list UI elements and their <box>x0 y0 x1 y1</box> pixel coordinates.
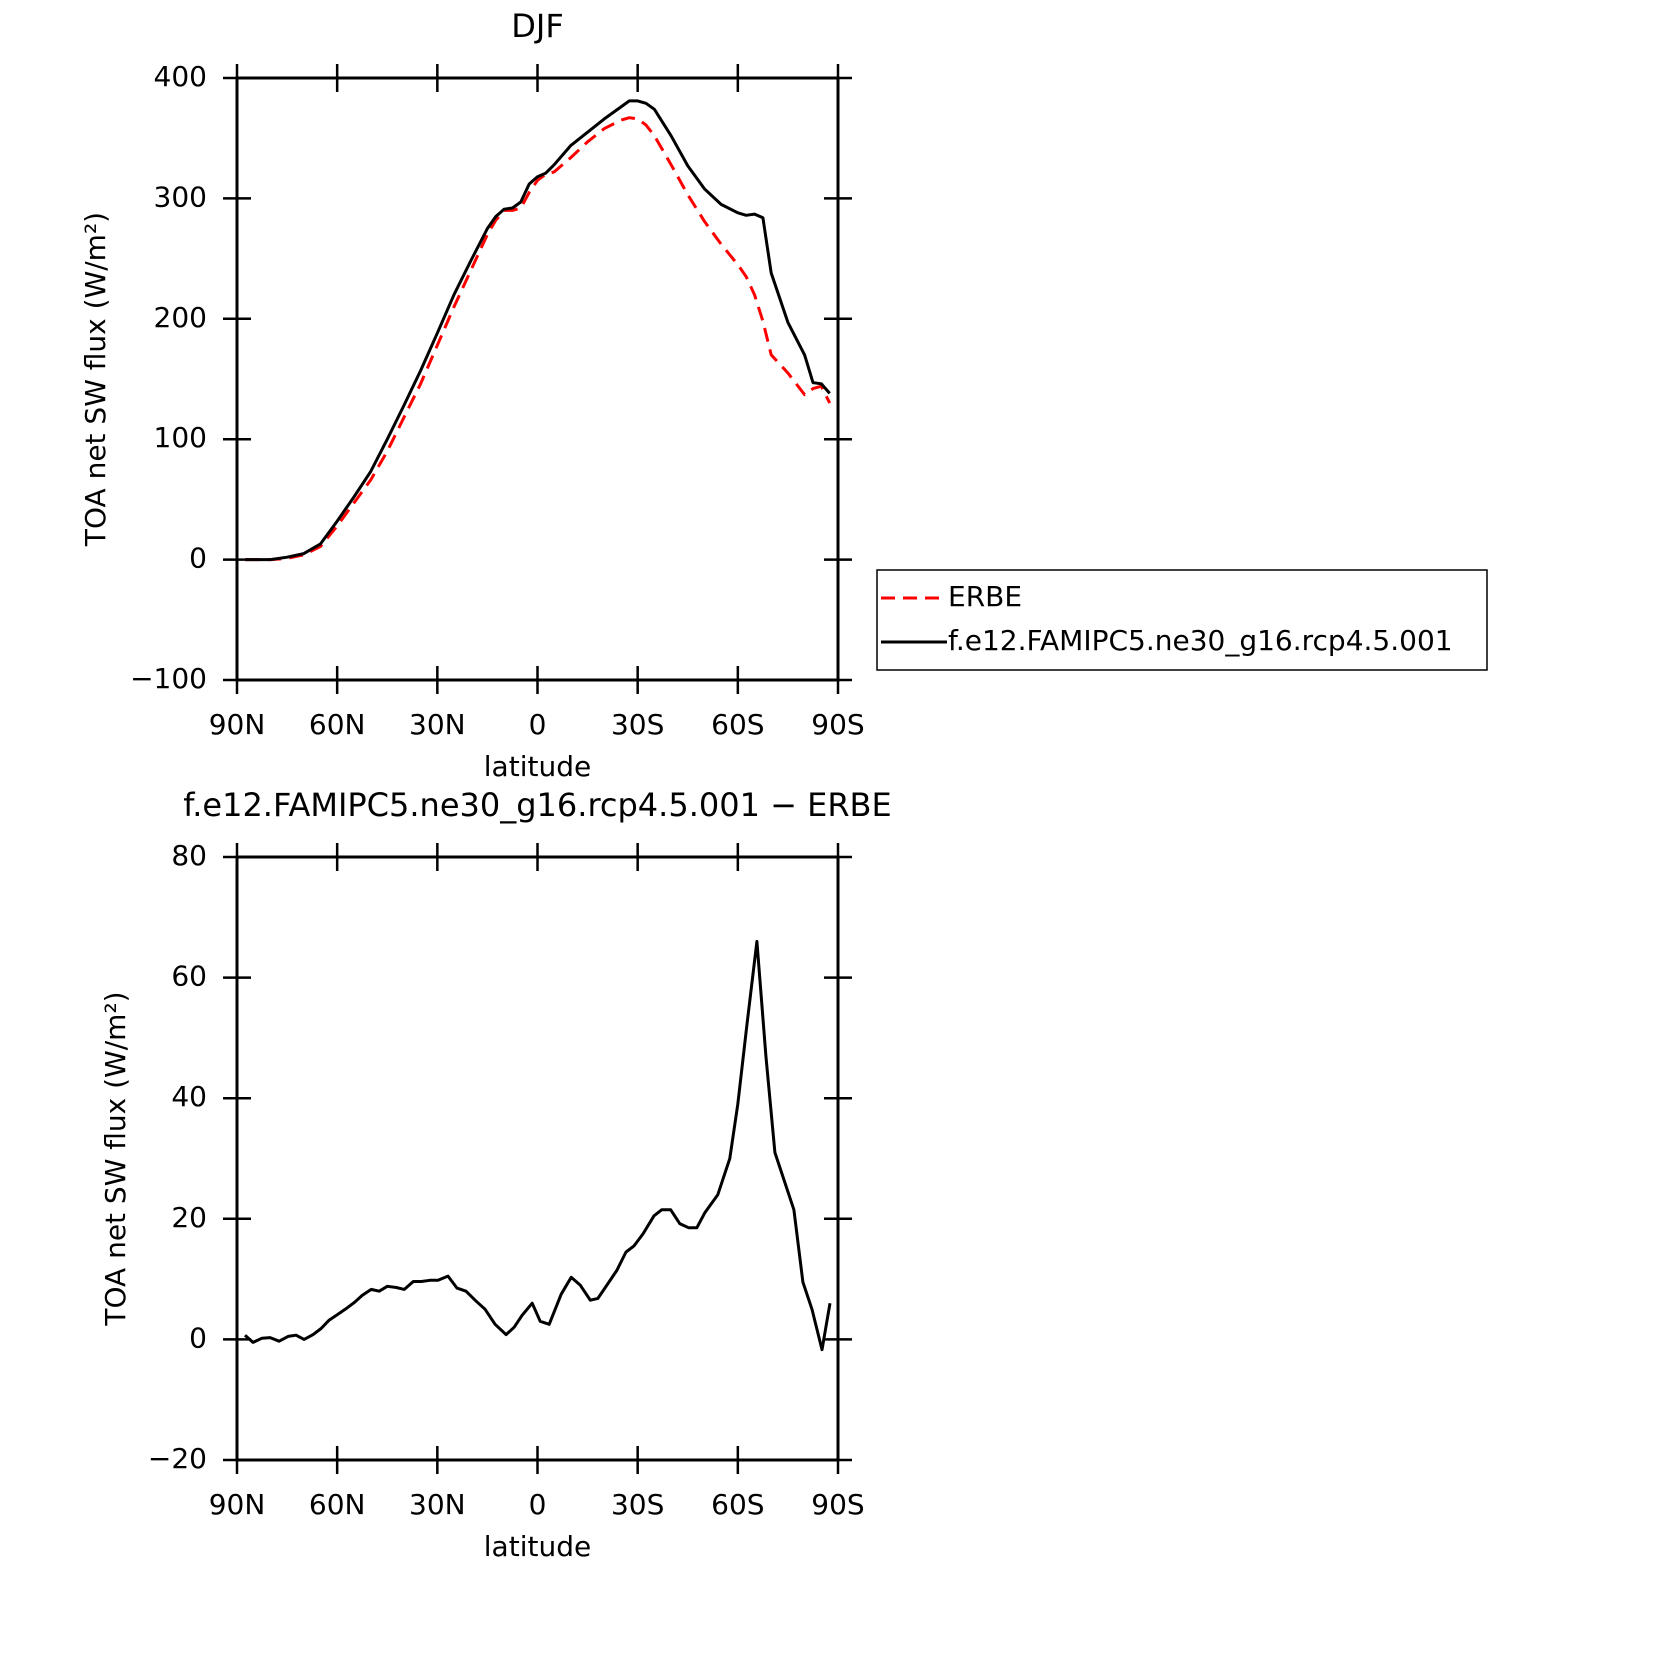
y-tick-label: 100 <box>154 421 207 454</box>
x-tick-label: 0 <box>529 1488 547 1521</box>
chart-title: DJF <box>511 7 563 45</box>
legend-label: f.e12.FAMIPC5.ne30_g16.rcp4.5.001 <box>948 624 1453 657</box>
x-tick-label: 30N <box>409 1488 466 1521</box>
x-tick-label: 60S <box>711 708 764 741</box>
x-tick-label: 30S <box>611 708 664 741</box>
y-tick-label: 80 <box>171 839 207 872</box>
data-line <box>243 939 832 1352</box>
x-axis-label: latitude <box>484 1530 591 1563</box>
y-axis-label: TOA net SW flux (W/m²) <box>79 212 112 547</box>
legend-box <box>876 569 1488 671</box>
plot-frame <box>235 855 840 1462</box>
x-tick-label: 0 <box>529 708 547 741</box>
chart-title: f.e12.FAMIPC5.ne30_g16.rcp4.5.001 − ERBE <box>183 786 891 824</box>
y-tick-label: 0 <box>189 1321 207 1354</box>
y-tick-label: 0 <box>189 542 207 575</box>
y-tick-label: 40 <box>171 1080 207 1113</box>
y-tick-label: −100 <box>130 662 207 695</box>
x-tick-label: 90S <box>811 1488 864 1521</box>
x-tick-label: 60N <box>309 1488 366 1521</box>
x-tick-label: 30S <box>611 1488 664 1521</box>
legend-label: ERBE <box>948 580 1022 613</box>
y-tick-label: 20 <box>171 1201 207 1234</box>
data-line <box>245 116 832 562</box>
y-tick-label: 400 <box>154 60 207 93</box>
y-axis-label: TOA net SW flux (W/m²) <box>99 991 132 1326</box>
x-tick-label: 30N <box>409 708 466 741</box>
x-tick-label: 60N <box>309 708 366 741</box>
x-tick-label: 60S <box>711 1488 764 1521</box>
x-tick-label: 90N <box>209 708 266 741</box>
x-tick-label: 90S <box>811 708 864 741</box>
data-line <box>245 99 831 562</box>
y-tick-label: 300 <box>154 180 207 213</box>
y-tick-label: 60 <box>171 960 207 993</box>
y-tick-label: −20 <box>148 1442 207 1475</box>
x-tick-label: 90N <box>209 1488 266 1521</box>
plot-frame <box>235 76 840 682</box>
y-tick-label: 200 <box>154 301 207 334</box>
x-axis-label: latitude <box>484 750 591 783</box>
